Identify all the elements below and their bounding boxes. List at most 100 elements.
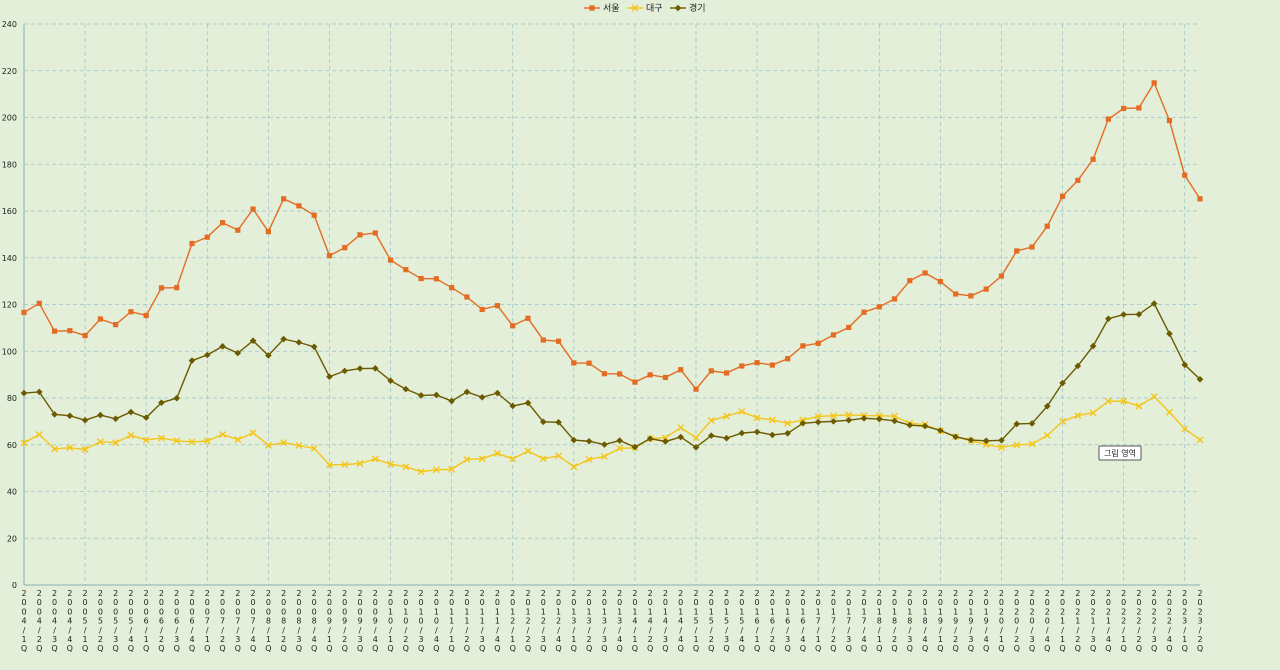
data-point	[814, 412, 822, 420]
data-point	[1089, 342, 1097, 350]
x-tick-label: 2 0 0 8/2 Q	[280, 589, 286, 653]
x-tick-label: 2 0 1 9/3 Q	[968, 589, 974, 653]
data-point	[525, 315, 531, 321]
x-tick-label: 2 0 2 0/2 Q	[1014, 589, 1020, 653]
data-point	[510, 323, 516, 329]
x-tick-label: 2 0 1 0/3 Q	[418, 589, 424, 653]
x-tick-label: 2 0 1 1/3 Q	[479, 589, 485, 653]
x-tick-label: 2 0 1 8/1 Q	[876, 589, 882, 653]
x-tick-label: 2 0 1 0/4 Q	[433, 589, 439, 653]
data-point	[769, 431, 776, 439]
data-point	[234, 436, 242, 444]
data-point	[907, 278, 913, 284]
data-point	[982, 441, 990, 449]
data-point	[1150, 300, 1158, 307]
data-point	[235, 227, 241, 233]
legend: 서울 대구 경기	[584, 2, 706, 14]
data-point	[387, 377, 394, 385]
data-point	[1197, 196, 1203, 202]
data-point	[478, 393, 486, 401]
data-point	[1105, 116, 1111, 122]
x-tick-label: 2 0 0 6/4 Q	[189, 589, 195, 653]
data-point	[539, 455, 547, 463]
data-point	[493, 449, 501, 457]
data-point	[693, 386, 699, 392]
x-tick-label: 2 0 1 6/4 Q	[800, 589, 806, 653]
data-point	[81, 445, 89, 453]
data-point	[387, 460, 395, 468]
data-point	[784, 419, 792, 427]
data-point	[662, 438, 669, 445]
data-point	[570, 436, 578, 444]
data-point	[463, 388, 471, 396]
data-point	[356, 459, 364, 467]
data-point	[600, 452, 608, 460]
data-point	[661, 434, 669, 442]
data-point	[448, 465, 456, 473]
data-point	[204, 234, 210, 240]
plot-area-tooltip: 그림 영역	[1098, 445, 1142, 461]
data-point	[387, 257, 394, 263]
data-point	[311, 212, 317, 218]
data-point	[784, 429, 791, 437]
data-point	[219, 220, 226, 226]
data-point	[81, 416, 89, 424]
data-point	[540, 337, 546, 343]
data-point	[1166, 117, 1173, 124]
data-point	[1059, 417, 1067, 425]
data-point	[479, 306, 485, 313]
legend-item: 서울	[584, 3, 620, 14]
data-point	[861, 309, 867, 315]
data-point	[1059, 379, 1066, 387]
data-point	[463, 455, 471, 463]
data-point	[203, 351, 211, 359]
x-tick-label: 2 0 1 8/4 Q	[922, 589, 928, 653]
data-point	[372, 230, 378, 236]
y-tick-label: 160	[2, 207, 17, 216]
data-point	[112, 415, 119, 423]
x-tick-label: 2 0 1 3/1 Q	[571, 589, 577, 653]
x-tick-label: 2 0 2 2/4 Q	[1166, 589, 1172, 653]
x-tick-label: 2 0 1 5/1 Q	[693, 589, 699, 653]
x-tick-label: 2 0 2 3/2 Q	[1197, 589, 1203, 653]
data-point	[509, 402, 517, 410]
data-point	[678, 367, 684, 373]
data-point	[403, 267, 409, 273]
data-point	[998, 437, 1005, 444]
x-tick-label: 2 0 0 6/2 Q	[158, 589, 164, 653]
series-경기	[20, 300, 1204, 451]
data-point	[617, 371, 623, 377]
x-tick-label: 2 0 1 3/2 Q	[586, 589, 592, 653]
data-point	[571, 360, 577, 366]
y-tick-label: 80	[7, 394, 17, 403]
data-point	[51, 445, 59, 453]
x-tick-label: 2 0 0 9/2 Q	[342, 589, 348, 653]
x-tick-label: 2 0 1 0/1 Q	[387, 589, 393, 653]
data-point	[310, 444, 318, 452]
data-point	[769, 362, 775, 368]
data-point	[601, 371, 607, 377]
data-point	[998, 273, 1005, 279]
x-tick-label: 2 0 1 4/2 Q	[647, 589, 653, 653]
x-tick-label: 2 0 2 1/2 Q	[1075, 589, 1081, 653]
x-tick-label: 2 0 0 8/1 Q	[265, 589, 271, 653]
data-point	[478, 455, 486, 463]
x-tick-label: 2 0 0 7/1 Q	[204, 589, 210, 653]
data-point	[1120, 397, 1128, 405]
legend-label: 경기	[689, 2, 706, 14]
x-tick-label: 2 0 1 4/4 Q	[678, 589, 684, 653]
x-tick-label: 2 0 0 4/1 Q	[21, 589, 27, 653]
data-point	[295, 441, 303, 449]
data-point	[860, 415, 868, 422]
data-point	[189, 240, 195, 247]
x-tick-label: 2 0 0 7/4 Q	[250, 589, 256, 653]
x-tick-label: 2 0 2 2/2 Q	[1136, 589, 1142, 653]
data-point	[418, 275, 424, 282]
data-point	[1043, 402, 1051, 410]
data-point	[555, 338, 562, 344]
data-point	[891, 412, 899, 420]
data-point	[723, 434, 730, 442]
gridlines	[24, 23, 1200, 585]
x-tick-label: 2 0 0 9/3 Q	[357, 589, 363, 653]
data-point	[799, 419, 807, 427]
